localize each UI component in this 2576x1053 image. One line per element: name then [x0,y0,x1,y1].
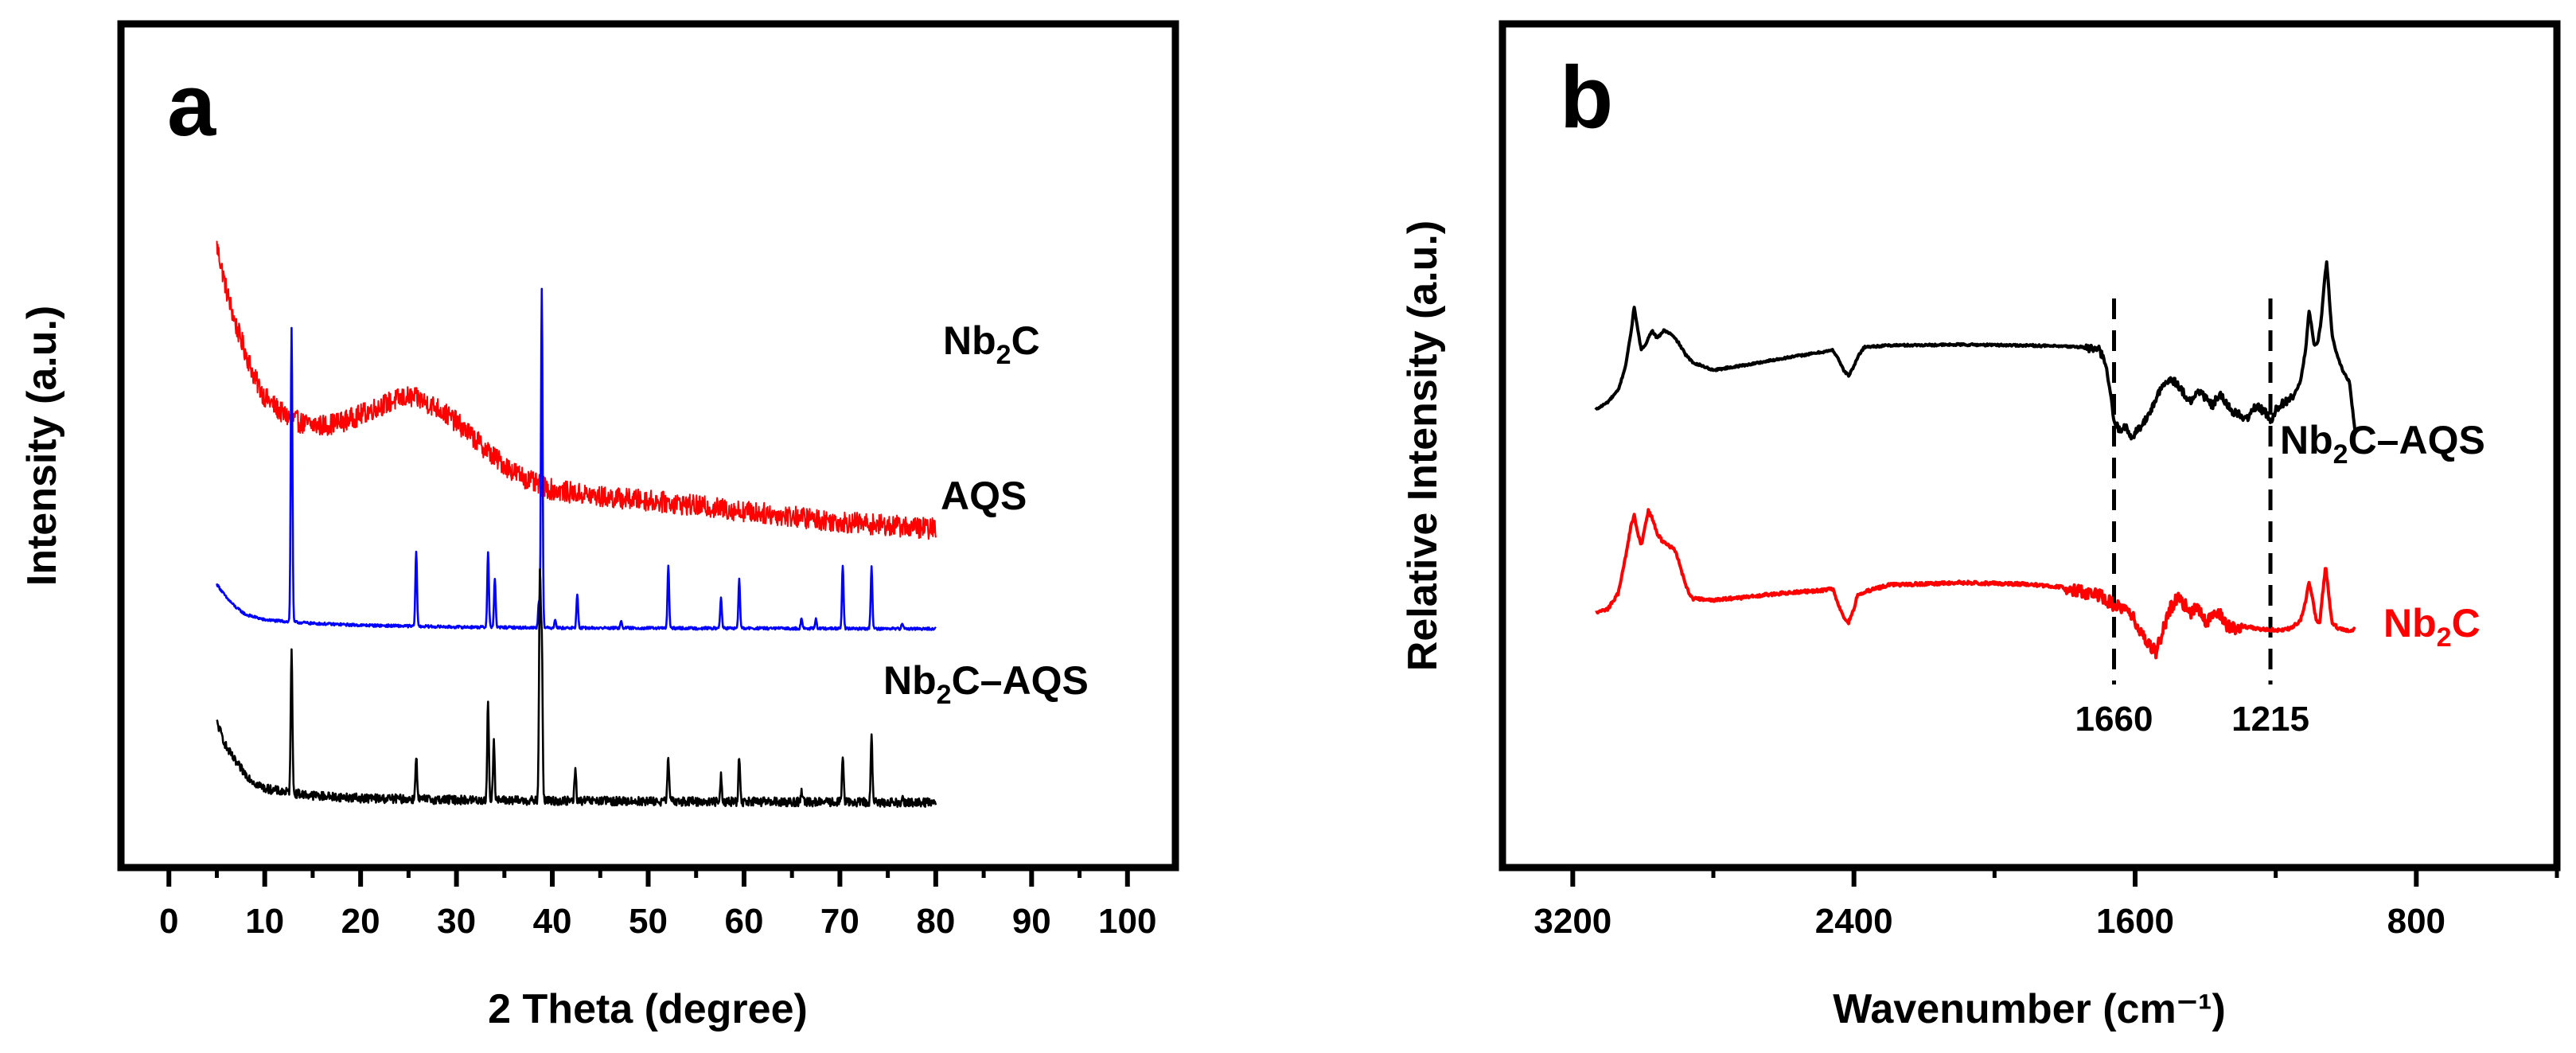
panel-a-series-line-1 [216,287,937,631]
panel-a-x-tick-label: 80 [916,902,955,941]
panel-a-x-tick-label: 20 [341,902,380,941]
panel-b-x-tick-label: 1600 [2096,902,2174,941]
panel-a-series-label-0: Nb2C [943,318,1040,370]
panel-a-x-ticks: 0 10 20 30 40 50 60 70 80 90 100 [159,868,1156,941]
panel-a-x-tick-label: 60 [724,902,763,941]
panel-b-annotations: 1660 1215 [2075,298,2309,739]
panel-a-series-line-0 [216,240,937,540]
panel-b-ftir-chart: b 3200 2400 1600 800 1660 1215 Nb2C–AQSNb2C … [1400,20,2561,1032]
panel-a-x-tick-label: 100 [1098,902,1156,941]
panel-a-x-axis-title: 2 Theta (degree) [488,986,808,1032]
panel-a-x-tick-label: 50 [629,902,668,941]
panel-a-xrd-chart: a 0 10 20 30 40 50 60 70 80 90 100 Nb2C AQS Nb2C–AQS… [19,20,1179,1032]
panel-a-series-line-2 [216,568,937,808]
panel-a-x-tick-label: 70 [820,902,859,941]
panel-a-x-tick-label: 30 [437,902,476,941]
panel-b-x-tick-label: 800 [2387,902,2445,941]
panel-a-x-tick-label: 40 [533,902,572,941]
panel-b-series-line-1 [1594,508,2356,660]
panel-b-series: Nb2C–AQS Nb2C [1594,260,2485,660]
panel-b-y-axis-title: Relative Intensity (a.u.) [1400,220,1446,671]
panel-b-label: b [1560,49,1613,146]
panel-b-x-tick-label: 3200 [1534,902,1611,941]
panel-a-series-label-2: Nb2C–AQS [883,658,1089,710]
panel-b-x-ticks: 3200 2400 1600 800 [1534,868,2559,941]
panel-b-x-tick-label: 2400 [1815,902,1893,941]
panel-a-frame [117,20,1179,872]
panel-a-label: a [167,57,216,154]
panel-a-x-tick-label: 0 [159,902,178,941]
panel-b-series-label-1: Nb2C [2383,601,2481,653]
panel-a-y-axis-title: Intensity (a.u.) [19,306,65,586]
panel-b-series-line-0 [1594,260,2356,441]
panel-a-x-tick-label: 10 [245,902,284,941]
panel-b-x-axis-title: Wavenumber (cm⁻¹) [1833,986,2226,1032]
panel-b-frame [1498,20,2561,872]
panel-b-annotation-label-1215: 1215 [2231,700,2309,739]
panel-b-annotation-label-1660: 1660 [2075,700,2153,739]
panel-a-series: Nb2C AQS Nb2C–AQS [216,240,1089,808]
panel-a-x-tick-label: 90 [1012,902,1051,941]
panel-b-series-label-0: Nb2C–AQS [2280,418,2485,470]
panel-a-series-label-1: AQS [941,474,1027,518]
